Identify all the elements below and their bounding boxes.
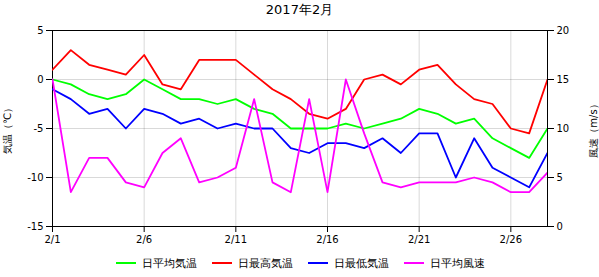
svg-text:5: 5 [37, 25, 43, 36]
html-text:日平均風速: 日平均風速 [429, 256, 485, 270]
svg-text:-5: -5 [34, 123, 44, 134]
svg-text:10: 10 [557, 123, 570, 134]
svg-text:2/26: 2/26 [500, 234, 522, 245]
svg-text:2/21: 2/21 [408, 234, 430, 245]
html-text:日最高気温: 日最高気温 [237, 256, 293, 270]
html-text:日最低気温: 日最低気温 [333, 256, 389, 270]
html-text:2017年2月: 2017年2月 [265, 2, 334, 17]
svg-text:0: 0 [37, 74, 43, 85]
svg-text:2/16: 2/16 [316, 234, 338, 245]
svg-text:5: 5 [557, 172, 563, 183]
svg-text:0: 0 [557, 221, 563, 232]
svg-text:2/11: 2/11 [225, 234, 247, 245]
svg-text:2/1: 2/1 [44, 234, 60, 245]
svg-text:-15: -15 [27, 221, 43, 232]
svg-text:風速（m/s）: 風速（m/s） [588, 99, 599, 157]
svg-text:気温（℃）: 気温（℃） [2, 103, 13, 154]
svg-text:2/6: 2/6 [136, 234, 152, 245]
svg-text:20: 20 [557, 25, 570, 36]
html-text:日平均気温: 日平均気温 [141, 256, 197, 270]
svg-text:-10: -10 [27, 172, 43, 183]
svg-text:15: 15 [557, 74, 570, 85]
